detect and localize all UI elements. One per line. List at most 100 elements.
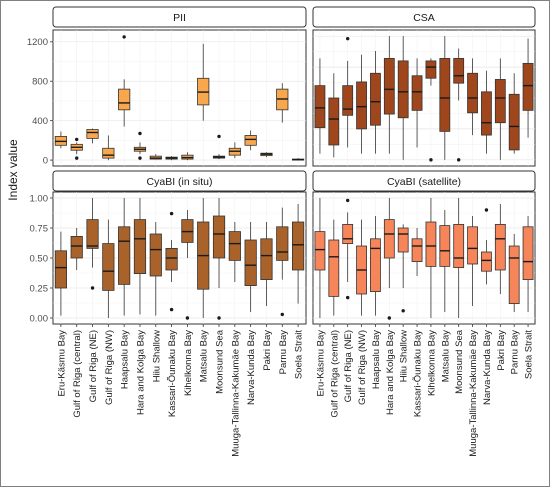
outlier-point: [217, 316, 221, 320]
panel-title: CSA: [413, 12, 435, 24]
x-tick-label: Eru-Käsmu Bay: [315, 330, 326, 397]
outlier-point: [429, 158, 433, 162]
outlier-point: [345, 36, 350, 41]
x-tick-label: Gulf of Riga (NE): [88, 330, 99, 402]
box-2: [86, 129, 99, 139]
x-tick-label: Parnu Bay: [278, 330, 289, 375]
x-tick-label: Hiiu Shallow: [151, 330, 162, 382]
x-tick-label: Pakri Bay: [262, 330, 273, 371]
outlier-point: [456, 158, 461, 162]
box-13: [260, 238, 273, 281]
box-12: [481, 91, 492, 136]
outlier-point: [90, 286, 95, 290]
x-tick-label: Hara and Kolga Bay: [135, 330, 146, 415]
box-6: [149, 233, 162, 277]
box-14: [508, 245, 520, 304]
box-15: [522, 226, 534, 281]
x-tick-label: Haapsalu Bay: [371, 330, 382, 389]
outlier-point: [401, 309, 405, 313]
y-tick-label: 0.25: [30, 283, 49, 294]
y-tick-label: 0: [43, 155, 48, 166]
x-tick-label: Kassari-Õunaku Bay: [413, 330, 424, 417]
outlier-point: [280, 312, 284, 317]
box-11: [467, 226, 478, 265]
x-tick-label: Narva-Kunda Bay: [482, 330, 493, 405]
box-0: [314, 231, 326, 271]
box-9: [439, 225, 451, 267]
x-tick-label: Kihelkonna Bay: [183, 330, 194, 396]
box-1: [328, 239, 340, 297]
box-7: [411, 75, 423, 111]
box-6: [397, 60, 409, 119]
x-tick-label: Eru-Käsmu Bay: [56, 330, 67, 397]
outlier-point: [169, 211, 174, 216]
box-8: [425, 60, 437, 79]
y-tick-label: 1.00: [30, 193, 49, 204]
panel-2: CyaBI (in situ) 0.00 0.25 0.50 0.75 1.00 Eru-K…: [30, 170, 307, 457]
box-7: [411, 238, 423, 263]
x-tick-label: Kassari-Õunaku Bay: [167, 330, 178, 417]
box-0: [54, 250, 67, 289]
x-tick-label: Hara and Kolga Bay: [385, 330, 396, 415]
box-5: [133, 219, 147, 275]
x-tick-label: Kihelkonna Bay: [426, 330, 437, 396]
box-3: [356, 81, 367, 130]
box-10: [453, 58, 465, 84]
x-tick-label: Gulf of Riga (central): [72, 330, 83, 418]
box-9: [439, 58, 451, 132]
outlier-point: [345, 295, 350, 300]
y-axis-title: Index value: [6, 139, 20, 201]
panel-plot-area: [52, 29, 307, 167]
box-3: [102, 147, 115, 159]
outlier-point: [185, 316, 190, 320]
panel-1: CSA: [312, 6, 536, 167]
panel-title: CyaBI (in situ): [147, 176, 213, 188]
outlier-point: [387, 316, 392, 320]
y-tick-label: 0.75: [30, 223, 49, 234]
box-13: [494, 79, 506, 124]
box-10: [212, 215, 226, 259]
outlier-point: [75, 137, 79, 142]
panel-title: CyaBI (satellite): [387, 176, 461, 188]
x-tick-label: Moonsund Sea: [215, 329, 226, 394]
x-tick-label: Muuga-Tallinna-Kakumäe Bay: [468, 330, 479, 457]
box-11: [228, 231, 241, 261]
x-tick-label: Narva-Kunda Bay: [246, 330, 257, 405]
panel-strip: [52, 170, 307, 192]
x-tick-label: Soela Strait: [524, 330, 535, 379]
x-tick-label: Muuga-Tallinna-Kakumäe Bay: [230, 330, 241, 457]
outlier-point: [138, 156, 142, 160]
outlier-point: [484, 208, 489, 212]
box-13: [494, 223, 506, 271]
outlier-point: [122, 35, 126, 39]
x-tick-label: Parnu Bay: [510, 330, 521, 375]
box-5: [383, 219, 395, 259]
box-1: [328, 97, 340, 146]
outlier-point: [217, 134, 221, 139]
box-2: [342, 85, 354, 116]
box-4: [370, 72, 381, 126]
box-12: [244, 135, 257, 146]
outlier-point: [345, 198, 350, 203]
box-1: [70, 235, 83, 259]
y-tick-label: 400: [32, 116, 48, 127]
x-tick-label: Soela Strait: [294, 330, 305, 379]
box-14: [276, 226, 289, 261]
panel-strip: [312, 6, 536, 28]
box-11: [467, 72, 478, 114]
x-tick-label: Matsalu Bay: [440, 330, 451, 383]
box-10: [453, 223, 465, 268]
y-tick-label: 0.00: [30, 313, 49, 324]
box-2: [86, 219, 99, 249]
box-4: [370, 238, 381, 293]
x-tick-label: Matsalu Bay: [199, 330, 210, 383]
outlier-point: [138, 131, 142, 136]
box-5: [383, 58, 395, 115]
box-7: [165, 247, 178, 271]
x-tick-label: Gulf of Riga (NW): [104, 330, 115, 405]
x-tick-label: Gulf of Riga (central): [329, 330, 340, 418]
x-tick-label: Haapsalu Bay: [120, 330, 131, 389]
panel-title: PII: [173, 12, 186, 24]
